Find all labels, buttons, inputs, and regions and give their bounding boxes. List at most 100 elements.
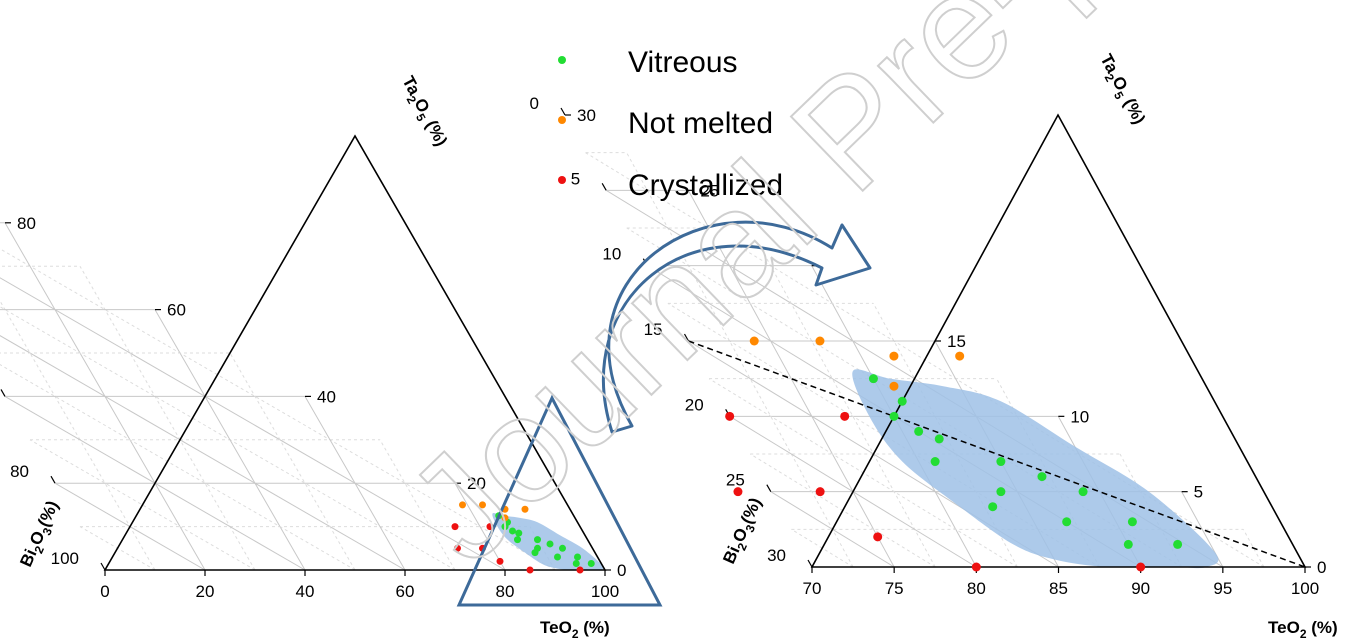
tick-mark (683, 333, 690, 342)
point-vitreous (1127, 517, 1137, 527)
tick-label-bi2o3: 25 (726, 471, 745, 490)
point-vitreous (574, 553, 581, 561)
teo2-axis-label: TeO2 (%) (540, 618, 610, 641)
tick-label-bi2o3: 10 (602, 245, 621, 264)
grid-line (79, 265, 256, 571)
teo2-axis-label: TeO2 (%) (1268, 618, 1338, 641)
tick-mark (50, 475, 56, 484)
point-crystallized (971, 562, 981, 572)
tick-label-teo2: 90 (1131, 579, 1150, 598)
tick-label-bi2o3: 0 (530, 94, 539, 113)
point-not-melted (479, 501, 486, 509)
tick-label-ta2o5: 60 (167, 301, 186, 320)
tick-label-teo2: 100 (591, 582, 619, 601)
point-not-melted (501, 514, 509, 522)
point-vitreous (509, 527, 516, 535)
point-vitreous (1078, 487, 1088, 497)
grid-line (379, 439, 456, 571)
point-not-melted (459, 501, 466, 509)
tick-mark (100, 562, 106, 571)
point-vitreous (1062, 517, 1072, 527)
tick-label-bi2o3: 80 (10, 462, 29, 481)
point-crystallized (1136, 562, 1146, 572)
tick-label-ta2o5: 10 (1070, 407, 1089, 426)
tick-label-bi2o3: 100 (51, 549, 79, 568)
point-crystallized (526, 566, 534, 574)
point-vitreous (534, 536, 541, 544)
point-vitreous (531, 549, 539, 557)
point-not-melted (521, 505, 529, 513)
point-vitreous (934, 434, 944, 444)
point-not-melted (889, 351, 899, 361)
point-vitreous (1037, 472, 1047, 482)
point-vitreous (587, 559, 595, 567)
point-vitreous (514, 536, 521, 544)
point-crystallized (840, 411, 850, 421)
tick-label-teo2: 85 (1049, 579, 1068, 598)
tick-label-ta2o5: 0 (617, 561, 626, 580)
tick-label-bi2o3: 20 (685, 395, 704, 414)
tick-mark (0, 389, 6, 397)
tick-label-ta2o5: 15 (947, 332, 966, 351)
ta2o5-axis-label: Ta2O5 (%) (1093, 51, 1149, 129)
point-crystallized (873, 532, 883, 542)
tick-label-bi2o3: 15 (644, 320, 663, 339)
legend-label-crystallized: Crystallized (628, 169, 783, 202)
data-points (451, 501, 595, 574)
glass-forming-region (852, 369, 1219, 569)
tick-label-ta2o5: 20 (467, 474, 486, 493)
legend-label-vitreous: Vitreous (628, 46, 738, 79)
grid-line (454, 482, 506, 571)
tick-label-bi2o3: 30 (767, 546, 786, 565)
point-vitreous (914, 426, 924, 436)
tick-label-teo2: 80 (496, 582, 515, 601)
triangle-frame (103, 134, 607, 571)
tick-label-teo2: 100 (1291, 579, 1319, 598)
watermark: Journal Pre-proof (376, 0, 1327, 593)
grid-line (0, 306, 456, 571)
point-vitreous (996, 457, 1006, 467)
tick-label-ta2o5: 30 (577, 106, 596, 125)
zoom-arrow (601, 220, 872, 434)
tick-label-ta2o5: 80 (17, 214, 36, 233)
point-vitreous (930, 457, 940, 467)
legend-label-not-melted: Not melted (628, 107, 773, 140)
zoom-triangle (456, 394, 663, 607)
point-vitreous (501, 523, 509, 531)
tick-label-teo2: 70 (803, 579, 822, 598)
tick-label-teo2: 0 (100, 582, 109, 601)
bi2o3-axis-label: Bi2O3(%) (16, 498, 66, 571)
point-crystallized (451, 523, 459, 531)
ternary-plot-full: 000202020404040606060808080100100100 Ta2… (0, 73, 663, 641)
legend-marker-vitreous (558, 56, 566, 64)
point-vitreous (996, 487, 1006, 497)
tick-label-teo2: 60 (396, 582, 415, 601)
tick-label-teo2: 75 (885, 579, 904, 598)
point-vitreous (868, 374, 878, 384)
point-not-melted (955, 351, 965, 361)
tick-label-teo2: 40 (296, 582, 315, 601)
ta2o5-axis-label: Ta2O5 (%) (395, 73, 451, 151)
point-crystallized (733, 487, 743, 497)
point-crystallized (576, 566, 584, 574)
point-vitreous (889, 411, 899, 421)
point-crystallized (496, 557, 504, 565)
tick-mark (601, 183, 607, 191)
tick-mark (807, 559, 813, 568)
grid-line (1242, 529, 1265, 568)
tick-label-ta2o5: 0 (1317, 558, 1326, 577)
point-crystallized (725, 411, 735, 421)
grid-line (29, 439, 256, 571)
point-vitreous (1123, 539, 1133, 549)
point-vitreous (559, 544, 566, 552)
tick-labels: 700075558010108515159020209525251003030 (530, 94, 1327, 598)
tick-label-ta2o5: 40 (317, 387, 336, 406)
legend-marker-not-melted (558, 116, 566, 124)
legend-marker-crystallized (558, 176, 566, 184)
tick-label-teo2: 20 (196, 582, 215, 601)
point-crystallized (815, 487, 825, 497)
point-vitreous (1173, 539, 1183, 549)
point-not-melted (889, 381, 899, 391)
point-vitreous (897, 396, 907, 406)
grid-line (0, 299, 156, 571)
